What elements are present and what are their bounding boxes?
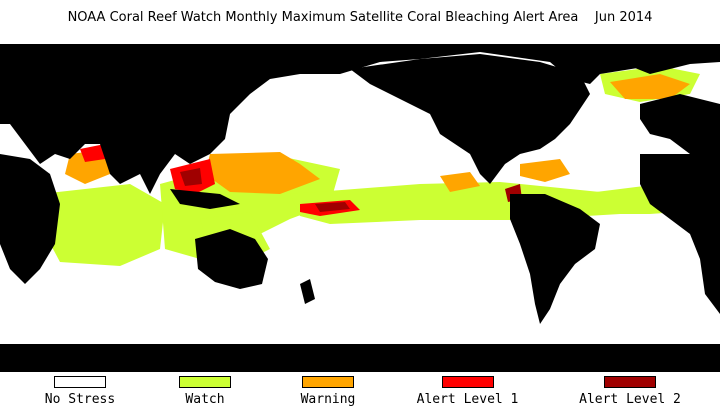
map-title: NOAA Coral Reef Watch Monthly Maximum Sa… <box>67 10 653 25</box>
alert-area-map <box>0 44 720 372</box>
warning-area-west-pacific <box>205 152 320 194</box>
land-indonesia <box>170 189 240 209</box>
land-north-america <box>350 54 590 184</box>
land-greenland <box>620 44 690 74</box>
legend-label-alert-level-1: Alert Level 1 <box>416 392 519 407</box>
land-south-america <box>510 194 600 324</box>
land-australia <box>195 229 268 289</box>
alert2-area-philippines <box>180 168 202 186</box>
legend-swatch-warning <box>302 376 354 388</box>
legend-item-alert-level-1: Alert Level 1 <box>400 376 535 407</box>
land-masses <box>0 44 720 372</box>
legend-swatch-watch <box>179 376 231 388</box>
land-eurasia <box>0 44 720 194</box>
warning-area-north-atlantic <box>610 74 690 99</box>
legend-label-warning: Warning <box>300 392 356 407</box>
alert2-area-equatorial-pacific <box>315 202 350 212</box>
warning-area-central-pacific <box>440 172 480 192</box>
land-europe <box>640 94 720 154</box>
legend-item-no-stress: No Stress <box>30 376 130 407</box>
warning-area-caribbean <box>520 159 570 182</box>
legend-label-watch: Watch <box>185 392 225 407</box>
legend-label-alert-level-2: Alert Level 2 <box>579 392 681 407</box>
legend-swatch-no-stress <box>54 376 106 388</box>
legend-label-no-stress: No Stress <box>44 392 116 407</box>
world-map-svg <box>0 44 720 372</box>
legend-swatch-alert-level-2 <box>604 376 656 388</box>
legend: No Stress Watch Warning Alert Level 1 Al… <box>0 376 720 411</box>
legend-item-warning: Warning <box>278 376 378 407</box>
land-africa <box>640 154 720 314</box>
legend-item-alert-level-2: Alert Level 2 <box>560 376 700 407</box>
alert1-area-north-india <box>80 144 105 162</box>
land-new-zealand <box>300 279 315 304</box>
land-africa-west <box>0 154 60 284</box>
legend-swatch-alert-level-1 <box>441 376 494 388</box>
legend-item-watch: Watch <box>155 376 255 407</box>
watch-area-indian-ocean <box>40 184 165 266</box>
land-antarctica <box>0 344 720 372</box>
